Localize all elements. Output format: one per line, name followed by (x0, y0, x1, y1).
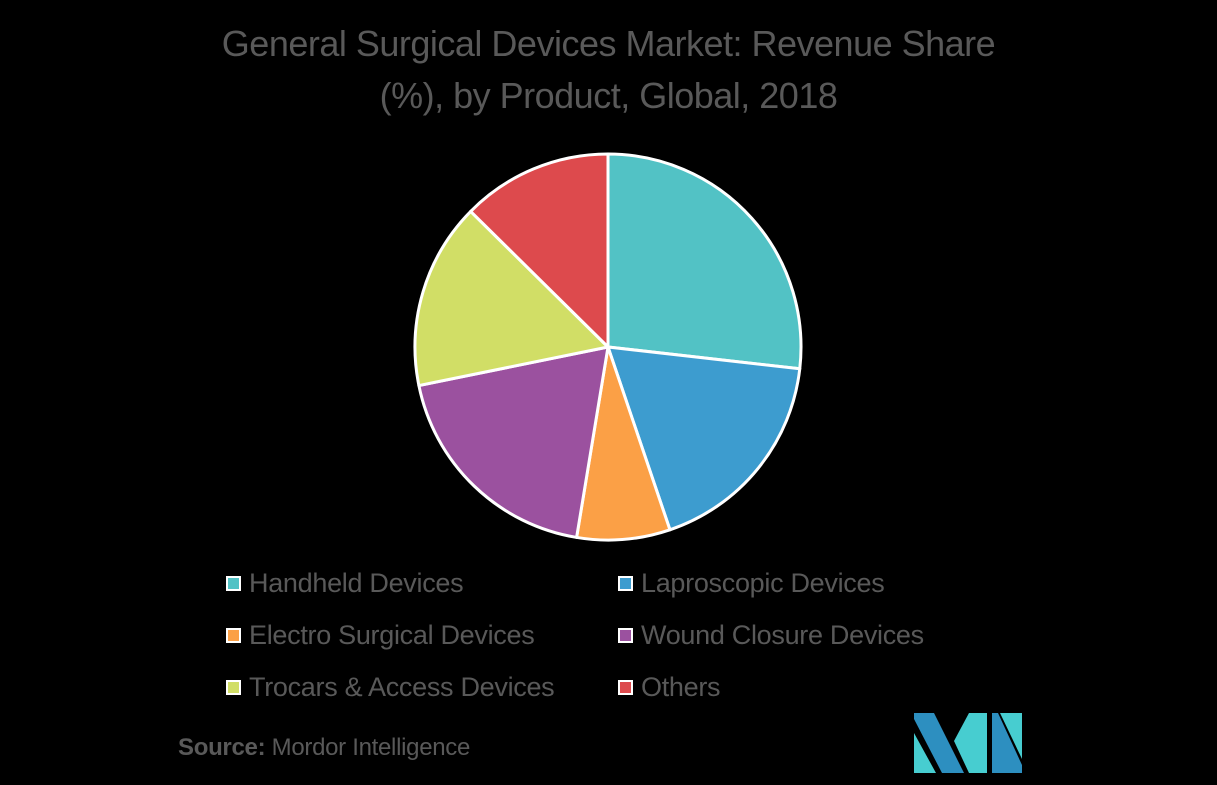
mordor-intelligence-logo-icon (914, 713, 1022, 773)
legend-swatch (618, 628, 633, 643)
legend-item-handheld-devices: Handheld Devices (226, 568, 464, 599)
legend-swatch (226, 628, 241, 643)
source-value: Mordor Intelligence (271, 734, 471, 761)
legend-item-laproscopic-devices: Laproscopic Devices (618, 568, 885, 599)
legend-label: Wound Closure Devices (641, 620, 924, 650)
legend-label: Electro Surgical Devices (249, 620, 535, 650)
pie-slice-wound-closure-devices (417, 345, 610, 539)
legend-swatch (618, 576, 633, 591)
legend-swatch (226, 576, 241, 591)
legend-item-trocars-access-devices: Trocars & Access Devices (226, 672, 555, 703)
chart-title: General Surgical Devices Market: Revenue… (0, 18, 1217, 122)
legend-swatch (226, 680, 241, 695)
source-label: Source: (178, 734, 266, 761)
source-note: Source: Mordor Intelligence (178, 734, 470, 762)
pie-slice-electro-surgical-devices (575, 345, 672, 542)
pie-slice-handheld-devices (606, 152, 803, 371)
chart-title-line-2: (%), by Product, Global, 2018 (379, 75, 838, 116)
pie-slice-others (469, 152, 610, 349)
legend-item-wound-closure-devices: Wound Closure Devices (618, 620, 924, 651)
legend-swatch (618, 680, 633, 695)
pie-slice-trocars-access-devices (413, 209, 610, 388)
legend-item-others: Others (618, 672, 721, 703)
legend-label: Others (641, 672, 721, 702)
legend-label: Laproscopic Devices (641, 568, 885, 598)
legend-label: Handheld Devices (249, 568, 464, 598)
pie-chart (413, 152, 803, 542)
legend-label: Trocars & Access Devices (249, 672, 555, 702)
legend-item-electro-surgical-devices: Electro Surgical Devices (226, 620, 535, 651)
chart-title-line-1: General Surgical Devices Market: Revenue… (221, 23, 996, 64)
